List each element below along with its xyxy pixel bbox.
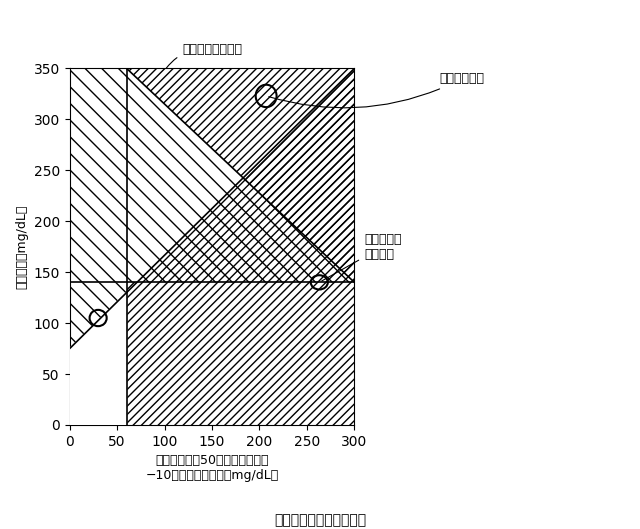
X-axis label: 低範囲変動、50パーセンタイル
−10パーセンタイル（mg/dL）: 低範囲変動、50パーセンタイル −10パーセンタイル（mg/dL） — [145, 454, 278, 482]
Text: ゾーン定義の代替の設計: ゾーン定義の代替の設計 — [274, 513, 366, 527]
Text: ターゲット
メジアン: ターゲット メジアン — [322, 233, 401, 281]
Text: 低血糖リスク: 低血糖リスク — [269, 72, 485, 108]
Polygon shape — [70, 293, 127, 425]
Y-axis label: メジアン（mg/dL）: メジアン（mg/dL） — [15, 205, 28, 289]
Text: 治療可能マージン: 治療可能マージン — [166, 43, 242, 68]
